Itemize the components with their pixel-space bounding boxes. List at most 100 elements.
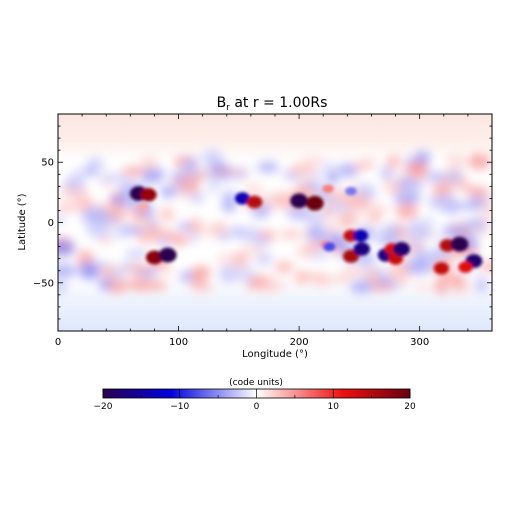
x-tick-label: 100 [169,337,188,348]
positive-polarity-spot [246,195,263,209]
diffuse-blob [85,168,96,176]
diffuse-blob [393,191,422,204]
diffuse-blob [286,206,312,221]
diffuse-blob [158,238,170,249]
diffuse-blob [303,157,326,165]
diffuse-blob [256,285,281,292]
x-axis-label: Longitude (°) [242,349,308,360]
diffuse-blob [120,226,148,234]
diffuse-blob [243,182,264,198]
negative-polarity-spot [322,241,336,252]
diffuse-blob [406,259,433,275]
diffuse-blob [466,186,490,197]
diffuse-blob [80,212,107,226]
diffuse-blob [110,267,123,284]
diffuse-blob [433,282,449,294]
diffuse-blob [446,168,463,185]
diffuse-blob [187,234,200,242]
colorbar-label: (code units) [229,378,283,388]
positive-polarity-spot [305,195,324,211]
diffuse-blob [349,279,374,294]
axes: 0 100 200 300 −50 0 50 [33,113,493,348]
diffuse-blob [474,276,489,293]
positive-polarity-spot [145,250,163,265]
positive-polarity-spot [458,261,473,273]
diffuse-blob [375,237,402,245]
diffuse-blob [170,234,188,246]
diffuse-blob [159,206,175,222]
diffuse-blob [58,263,77,278]
colorbar-ticks: −20 −10 0 10 20 [94,389,416,412]
diffuse-blob [295,270,307,285]
diffuse-blob [478,261,492,272]
chart-title: Br at r = 1.00Rs [217,95,328,113]
diffuse-blob [109,222,132,240]
diffuse-blob [208,223,229,230]
diffuse-blob [98,237,113,244]
diffuse-blob [405,161,429,176]
diffuse-blob [58,240,76,256]
diffuse-blob [241,245,264,256]
diffuse-blob [222,195,236,213]
positive-polarity-spot [138,202,149,211]
diffuse-blob [142,226,155,233]
diffuse-blob [181,182,201,192]
diffuse-blob [152,229,176,239]
positive-polarity-spot [342,249,359,263]
colorbar-tick-label: −20 [94,402,113,412]
diffuse-blob [58,204,78,211]
negative-polarity-spot [450,236,469,252]
diffuse-blob [75,194,94,212]
diffuse-blob [229,251,250,268]
diffuse-blob [275,261,294,274]
diffuse-blob [159,266,175,276]
diffuse-blob [58,279,68,294]
diffuse-blob [370,227,397,239]
diffuse-blob [190,274,206,292]
positive-polarity-spot [322,184,334,194]
diffuse-blob [58,215,65,224]
x-tick-label: 200 [290,337,309,348]
diffuse-blob [127,278,150,291]
diffuse-blob [395,203,419,220]
diffuse-blob [185,157,199,169]
diffuse-blob [127,221,154,228]
diffuse-blob [140,155,158,172]
diffuse-blob [433,181,453,200]
diffuse-blob [310,273,334,287]
negative-polarity-spot [345,186,357,196]
diffuse-blob [86,265,99,280]
negative-polarity-spot [353,242,371,256]
diffuse-blob [463,217,489,231]
diffuse-blob [478,205,492,222]
diffuse-blob [238,265,256,283]
x-tick-label: 300 [410,337,429,348]
diffuse-blob [441,224,468,238]
diffuse-blob [217,251,229,268]
diffuse-blob [457,180,471,188]
colorbar-tick-label: 20 [404,402,416,412]
diffuse-blob [218,265,240,284]
diffuse-blob [114,204,126,222]
diffuse-blob [121,166,145,177]
positive-polarity-spot [433,262,449,275]
diffuse-blob [326,170,339,185]
diffuse-blob [86,222,110,238]
diffuse-blob [402,226,430,236]
heatmap [58,114,492,331]
y-tick-label: 50 [41,158,54,169]
diffuse-blob [467,153,491,170]
diffuse-blob [65,180,88,188]
diffuse-blob [191,266,211,276]
diffuse-blob [278,280,289,289]
diffuse-blob [386,154,401,169]
diffuse-blob [177,223,193,231]
colorbar-tick-label: −10 [170,402,189,412]
diffuse-blob [231,226,242,235]
diffuse-blob [288,162,316,178]
diffuse-blob [337,210,360,226]
diffuse-blob [445,153,467,169]
y-tick-label: −50 [33,278,54,289]
diffuse-blob [343,191,360,209]
diffuse-blob [208,182,219,193]
